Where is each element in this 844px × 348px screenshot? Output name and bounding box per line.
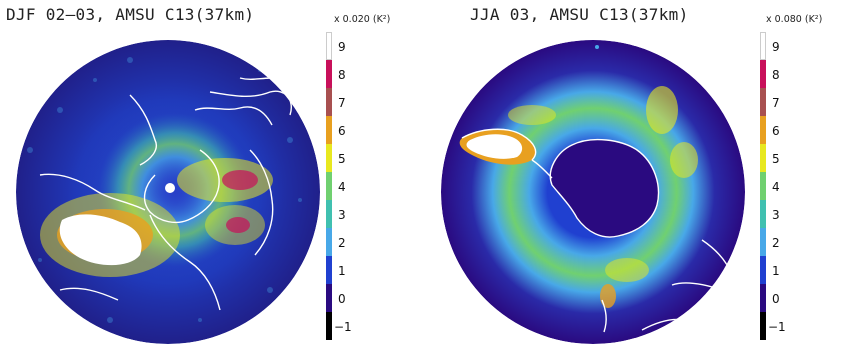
orange-hotspot — [600, 284, 616, 308]
colorbar-tick: 9 — [772, 40, 780, 54]
colorbar — [760, 32, 766, 340]
colorbar-tick: 0 — [338, 292, 346, 306]
colorbar-segment — [326, 312, 332, 340]
red-hotspot — [222, 170, 258, 190]
colorbar-tick: −1 — [334, 320, 352, 334]
coastlines — [39, 77, 292, 311]
colorbar-segment — [326, 200, 332, 228]
colorbar-tick: 3 — [338, 208, 346, 222]
colorbar-tick: 1 — [772, 264, 780, 278]
colorbar-tick: 7 — [772, 96, 780, 110]
pole-marker — [165, 183, 175, 193]
colorbar-segment — [760, 228, 766, 256]
antarctica — [550, 139, 659, 238]
colorbar-segment — [326, 144, 332, 172]
colorbar-tick: 7 — [338, 96, 346, 110]
colorbar-tick: 4 — [338, 180, 346, 194]
colorbar-tick: 1 — [338, 264, 346, 278]
map-north-hemisphere — [16, 40, 320, 344]
colorbar-tick: 5 — [338, 152, 346, 166]
colorbar-segment — [326, 88, 332, 116]
colorbar-tick: 2 — [338, 236, 346, 250]
colorbar-tick: −1 — [768, 320, 786, 334]
panel-jja: JJA 03, AMSU C13(37km) — [422, 0, 844, 348]
yellow-band — [670, 142, 698, 178]
panel-title: JJA 03, AMSU C13(37km) — [470, 5, 689, 24]
scale-label: x 0.080 (K²) — [766, 14, 823, 25]
colorbar-segment — [326, 60, 332, 88]
colorbar-segment — [326, 116, 332, 144]
colorbar-segment — [326, 228, 332, 256]
colorbar-tick: 6 — [772, 124, 780, 138]
scale-label: x 0.020 (K²) — [334, 14, 391, 25]
island-marker — [595, 45, 599, 49]
colorbar — [326, 32, 332, 340]
map-south-hemisphere — [441, 40, 745, 344]
colorbar-segment — [760, 200, 766, 228]
colorbar-segment — [760, 312, 766, 340]
colorbar-tick: 8 — [772, 68, 780, 82]
colorbar-segment — [760, 116, 766, 144]
colorbar-segment — [760, 284, 766, 312]
colorbar-tick: 5 — [772, 152, 780, 166]
colorbar-segment — [760, 32, 766, 60]
colorbar-segment — [326, 256, 332, 284]
saturated-region — [59, 214, 142, 266]
red-hotspot — [226, 217, 250, 233]
colorbar-segment — [760, 144, 766, 172]
colorbar-tick: 9 — [338, 40, 346, 54]
panel-title: DJF 02–03, AMSU C13(37km) — [6, 5, 255, 24]
colorbar-segment — [760, 88, 766, 116]
colorbar-segment — [760, 172, 766, 200]
colorbar-segment — [760, 60, 766, 88]
yellow-band — [605, 258, 649, 282]
colorbar-tick: 3 — [772, 208, 780, 222]
colorbar-segment — [760, 256, 766, 284]
colorbar-tick: 8 — [338, 68, 346, 82]
colorbar-segment — [326, 284, 332, 312]
colorbar-tick: 4 — [772, 180, 780, 194]
colorbar-tick: 2 — [772, 236, 780, 250]
colorbar-tick: 6 — [338, 124, 346, 138]
colorbar-segment — [326, 32, 332, 60]
yellow-band — [508, 105, 556, 125]
yellow-band — [646, 86, 678, 134]
colorbar-tick: 0 — [772, 292, 780, 306]
saturated-region — [466, 134, 523, 159]
panel-djf: DJF 02–03, AMSU C13(37km) — [6, 5, 391, 344]
colorbar-segment — [326, 172, 332, 200]
